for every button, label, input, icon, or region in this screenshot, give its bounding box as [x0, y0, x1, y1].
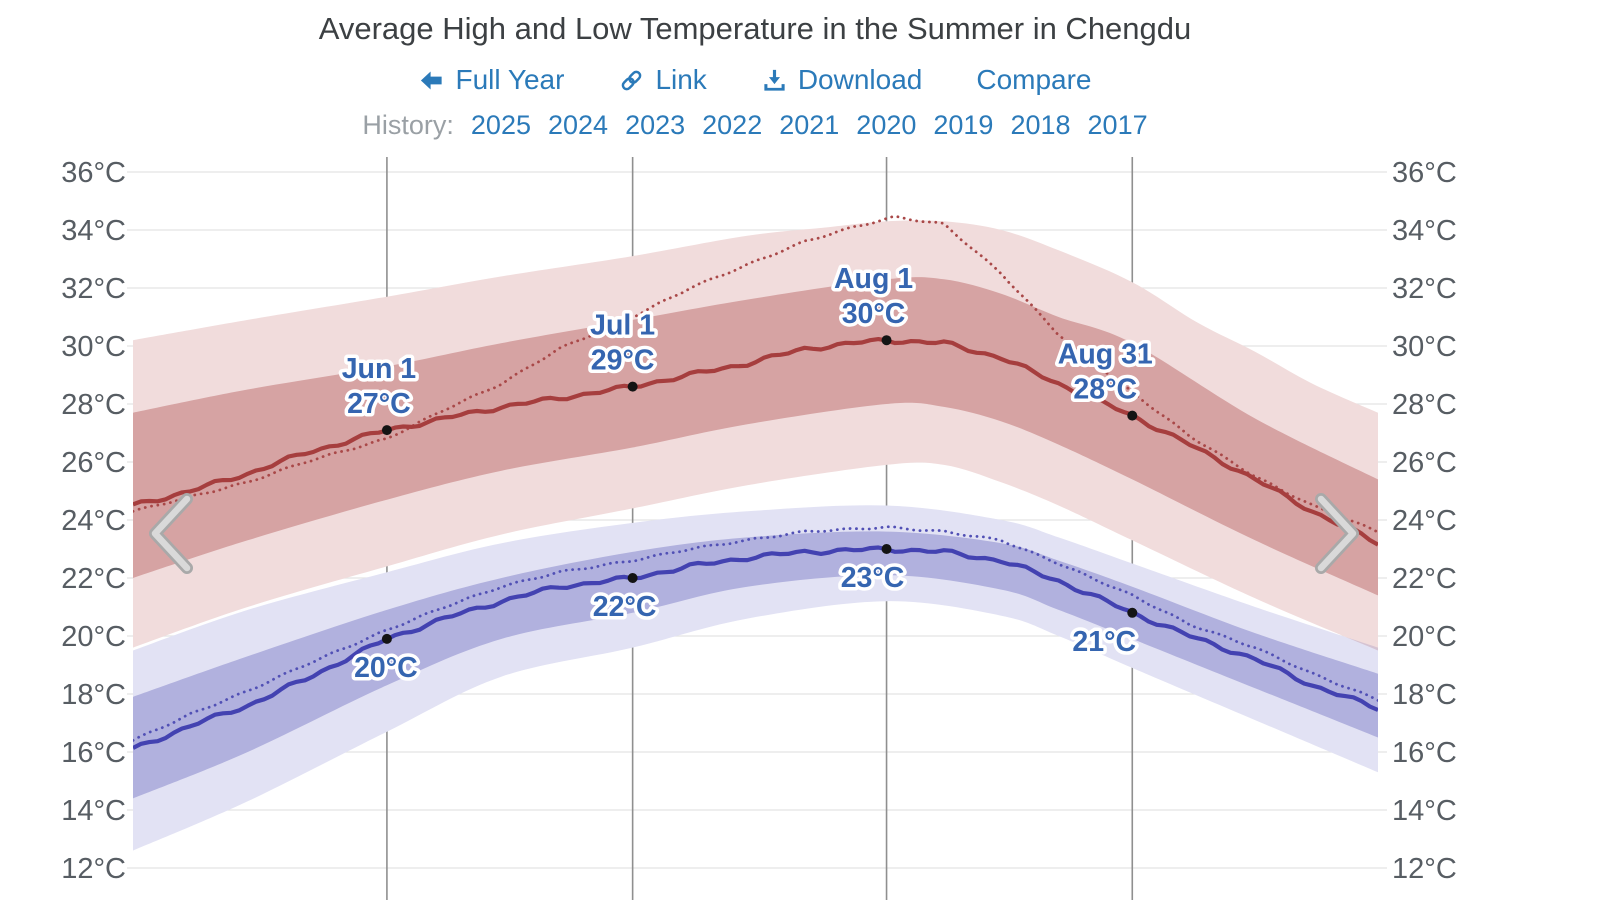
low-value-label: 22°C — [593, 591, 657, 623]
y-tick-label-right: 36°C — [1392, 157, 1457, 189]
history-row: History: 2025 2024 2023 2022 2021 2020 2019 201… — [0, 110, 1510, 141]
chevron-right-icon-inner — [1317, 495, 1357, 572]
y-tick-label-right: 18°C — [1392, 679, 1457, 711]
y-tick-label-left: 16°C — [61, 737, 126, 769]
high-value-label: 30°C — [842, 298, 906, 330]
history-year-2022[interactable]: 2022 — [702, 110, 763, 140]
y-tick-label-right: 24°C — [1392, 505, 1457, 537]
history-year-2025[interactable]: 2025 — [470, 110, 531, 140]
y-tick-label-right: 30°C — [1392, 331, 1457, 363]
download-icon — [764, 69, 785, 91]
high-data-point-dot — [881, 335, 892, 346]
history-year-2024[interactable]: 2024 — [547, 110, 609, 140]
high-date-label: Aug 1 — [834, 263, 913, 295]
y-tick-label-left: 34°C — [61, 215, 126, 247]
low-value-label: 21°C — [1072, 626, 1136, 658]
download-label: Download — [797, 64, 923, 95]
high-date-label: Aug 31 — [1058, 339, 1153, 371]
y-tick-label-left: 36°C — [61, 157, 126, 189]
high-date-label: Jul 1 — [590, 310, 655, 342]
y-tick-label-left: 12°C — [61, 853, 126, 885]
low-data-point-dot — [381, 633, 392, 644]
link-link[interactable]: Link — [618, 64, 707, 96]
history-year-2021[interactable]: 2021 — [779, 110, 840, 140]
y-tick-label-right: 34°C — [1392, 215, 1457, 247]
y-tick-label-left: 14°C — [61, 795, 126, 827]
y-tick-label-left: 28°C — [61, 389, 126, 421]
link-icon — [622, 70, 642, 90]
download-link[interactable]: Download — [761, 64, 923, 96]
high-inner-band — [133, 277, 1378, 596]
y-tick-label-right: 16°C — [1392, 737, 1457, 769]
page-title: Average High and Low Temperature in the … — [318, 11, 1192, 46]
y-tick-label-right: 12°C — [1392, 853, 1457, 885]
prev-season-button[interactable] — [149, 493, 193, 574]
full-year-label: Full Year — [455, 64, 565, 95]
high-value-label: 29°C — [591, 345, 655, 377]
history-year-2018[interactable]: 2018 — [1010, 110, 1071, 140]
high-value-label: 28°C — [1073, 374, 1137, 406]
y-tick-label-right: 22°C — [1392, 563, 1457, 595]
back-arrow-icon — [421, 71, 443, 89]
history-year-2020[interactable]: 2020 — [856, 110, 917, 140]
y-tick-label-right: 32°C — [1392, 273, 1457, 305]
y-tick-label-left: 26°C — [61, 447, 126, 479]
high-data-point-dot — [627, 381, 638, 392]
next-season-button[interactable] — [1315, 493, 1359, 574]
y-tick-label-left: 24°C — [61, 505, 126, 537]
low-data-point-dot — [627, 573, 638, 583]
link-label: Link — [655, 64, 707, 95]
average-low-line — [133, 545, 1378, 750]
low-value-label: 20°C — [354, 652, 418, 684]
y-tick-label-right: 26°C — [1392, 447, 1457, 479]
chart-toolbar: Full Year Link Download Compare — [0, 64, 1510, 96]
low-value-label: 23°C — [841, 562, 905, 594]
high-data-point-dot — [381, 425, 392, 436]
chevron-left-icon-inner — [151, 495, 191, 572]
history-years: 2025 2024 2023 2022 2021 2020 2019 2018 2017 — [471, 110, 1148, 141]
high-data-point-dot — [1127, 410, 1138, 421]
average-high-line — [133, 337, 1378, 547]
y-tick-label-right: 14°C — [1392, 795, 1457, 827]
low-data-point-dot — [1127, 607, 1138, 618]
y-tick-label-left: 18°C — [61, 679, 126, 711]
low-inner-band — [133, 531, 1378, 799]
y-tick-label-left: 22°C — [61, 563, 126, 595]
y-tick-label-left: 32°C — [61, 273, 126, 305]
history-year-2017[interactable]: 2017 — [1087, 110, 1148, 140]
compare-link[interactable]: Compare — [976, 64, 1091, 96]
compare-label: Compare — [976, 64, 1092, 95]
history-label: History: — [362, 110, 454, 140]
y-tick-label-right: 20°C — [1392, 621, 1457, 653]
low-data-point-dot — [881, 544, 892, 554]
y-tick-label-right: 28°C — [1392, 389, 1457, 421]
percentile-bands — [133, 220, 1378, 851]
y-tick-label-left: 30°C — [61, 331, 126, 363]
history-low-dotted — [133, 525, 1378, 742]
full-year-link[interactable]: Full Year — [418, 64, 564, 96]
history-year-2019[interactable]: 2019 — [933, 110, 994, 140]
high-value-label: 27°C — [347, 388, 411, 420]
high-date-label: Jun 1 — [342, 353, 417, 385]
y-tick-label-left: 20°C — [61, 621, 126, 653]
temperature-lines — [133, 214, 1378, 750]
history-high-dotted — [133, 214, 1378, 534]
y-axis-labels: 36°C 36°C 34°C 34°C 32°C 32°C 30°C 30°C 28°C 28°C… — [61, 157, 1457, 885]
history-year-2023[interactable]: 2023 — [625, 110, 686, 140]
